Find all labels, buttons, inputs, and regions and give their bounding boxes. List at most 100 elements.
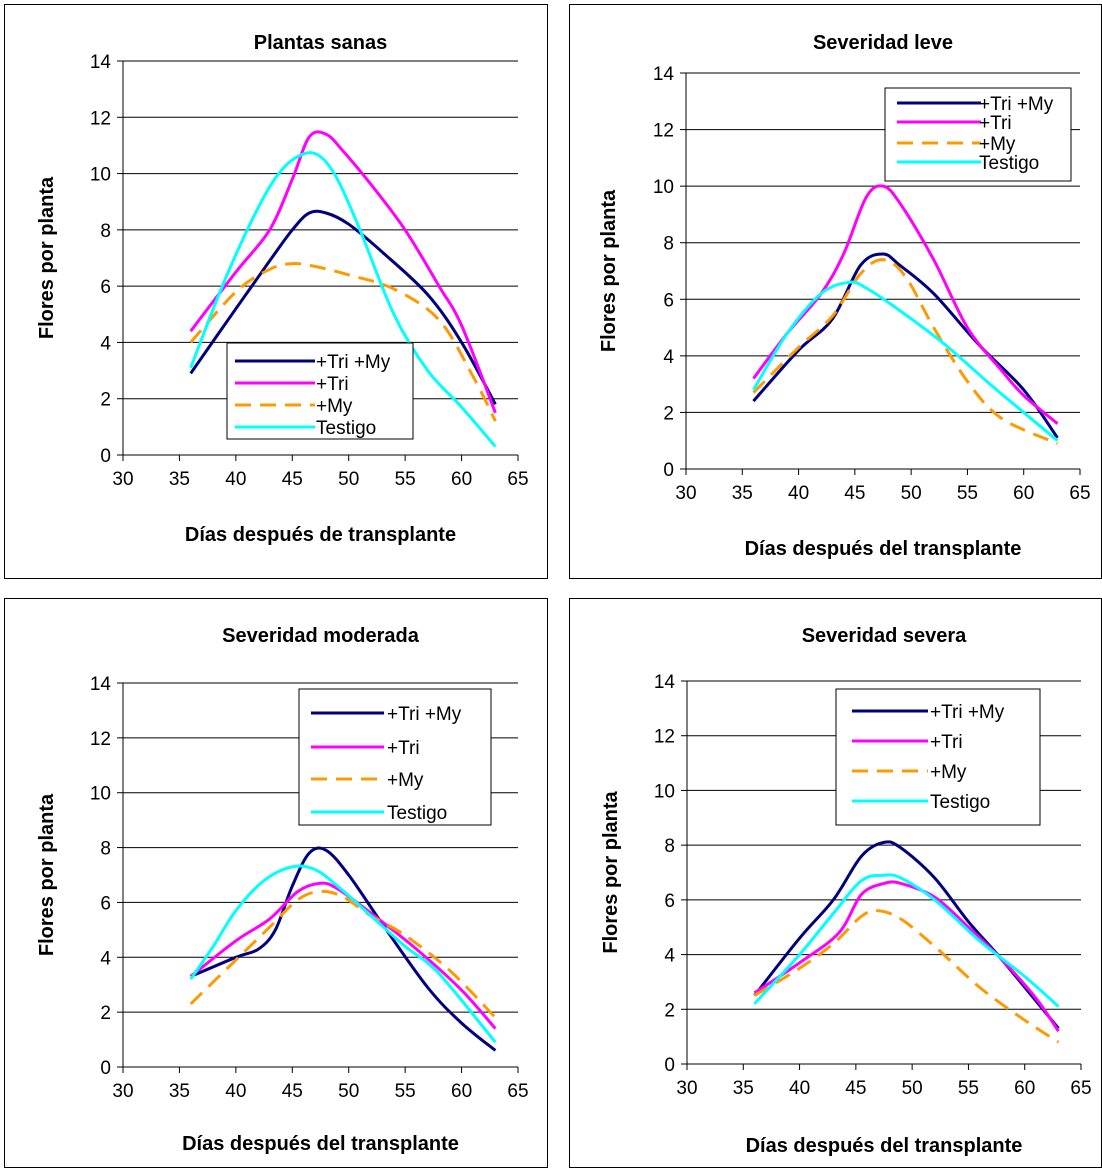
series-line-testigo <box>189 151 497 448</box>
x-tick-label: 30 <box>112 469 133 490</box>
series-line-testigo <box>753 873 1060 1008</box>
y-tick-label: 2 <box>664 1000 675 1021</box>
series-line-my <box>753 909 1060 1044</box>
legend-label-my: +My <box>979 134 1016 155</box>
legend-label-my: +My <box>316 396 353 417</box>
x-tick-label: 60 <box>1013 483 1034 504</box>
chart-panel-severidad-severa: Severidad severa 0 2 4 6 8 10 12 14 30 35 40 45 50 55 6… <box>569 598 1102 1168</box>
legend-label-testigo: Testigo <box>930 792 990 813</box>
x-tick-label: 40 <box>225 469 246 490</box>
x-tick-label: 55 <box>957 483 978 504</box>
x-tick-label: 55 <box>958 1078 979 1099</box>
y-tick-label: 6 <box>664 891 675 912</box>
x-tick-label: 65 <box>1069 483 1090 504</box>
y-tick-label: 10 <box>90 784 111 805</box>
y-tick-label: 4 <box>100 333 111 354</box>
x-tick-label: 50 <box>338 469 359 490</box>
x-tick-label: 40 <box>225 1081 246 1102</box>
y-tick-label: 6 <box>100 277 111 298</box>
series-line-my <box>752 258 1059 445</box>
legend-label-my: +My <box>387 770 424 791</box>
x-tick-label: 45 <box>282 1081 303 1102</box>
y-tick-label: 8 <box>664 836 675 857</box>
chart-panel-severidad-moderada: Severidad moderada 0 2 4 6 8 10 12 14 30 35 40 45 50 5… <box>4 598 548 1168</box>
x-tick-label: 60 <box>451 469 472 490</box>
legend-label-tri-my: +Tri +My <box>979 94 1054 115</box>
y-tick-label: 10 <box>653 177 674 198</box>
legend-label-tri-my: +Tri +My <box>387 704 462 725</box>
chart-title: Severidad leve <box>813 32 953 54</box>
x-tick-label: 30 <box>675 483 696 504</box>
series-line-tri <box>753 880 1060 1033</box>
x-tick-label: 45 <box>844 483 865 504</box>
x-tick-label: 65 <box>507 1081 528 1102</box>
series-line-tri-my <box>752 252 1059 439</box>
x-axis-label: Días después del transplante <box>745 538 1022 560</box>
x-tick-label: 60 <box>1014 1078 1035 1099</box>
x-tick-label: 50 <box>338 1081 359 1102</box>
x-tick-label: 50 <box>901 483 922 504</box>
x-tick-label: 35 <box>169 469 190 490</box>
y-tick-label: 12 <box>90 729 111 750</box>
y-axis-label: Flores por planta <box>36 176 58 339</box>
x-tick-label: 45 <box>845 1078 866 1099</box>
x-tick-label: 35 <box>732 483 753 504</box>
x-tick-label: 55 <box>395 469 416 490</box>
y-tick-label: 0 <box>100 446 111 467</box>
y-axis-label: Flores por planta <box>598 189 620 352</box>
x-tick-label: 45 <box>282 469 303 490</box>
x-tick-label: 35 <box>733 1078 754 1099</box>
y-tick-label: 6 <box>100 893 111 914</box>
legend-label-tri-my: +Tri +My <box>930 702 1005 723</box>
y-tick-label: 14 <box>654 672 676 693</box>
x-tick-label: 40 <box>788 483 809 504</box>
legend-label-tri: +Tri <box>387 738 420 759</box>
y-tick-label: 2 <box>100 1003 111 1024</box>
series-line-tri <box>189 881 497 1030</box>
y-tick-label: 8 <box>100 221 111 242</box>
x-tick-label: 60 <box>451 1081 472 1102</box>
legend-box <box>226 342 414 440</box>
legend-label-testigo: Testigo <box>316 418 376 439</box>
series-line-tri-my <box>190 846 497 1052</box>
y-tick-label: 14 <box>90 674 112 695</box>
x-axis-label: Días después del transplante <box>182 1133 459 1155</box>
chart-title: Plantas sanas <box>254 32 387 54</box>
y-tick-label: 12 <box>653 121 674 142</box>
y-tick-label: 10 <box>90 165 111 186</box>
y-tick-label: 12 <box>90 108 111 129</box>
legend-label-tri: +Tri <box>979 113 1012 134</box>
series-line-tri <box>752 184 1059 425</box>
x-axis-label: Días después del transplante <box>746 1135 1023 1157</box>
series-line-tri-my <box>189 209 497 406</box>
chart-panel-plantas-sanas: Plantas sanas 0 2 4 6 8 10 12 14 30 35 40 45 50 55 60 65… <box>4 4 548 579</box>
series-line-tri-my <box>753 840 1060 1030</box>
chart-svg: Severidad severa 0 2 4 6 8 10 12 14 30 35 40 45 50 55 6… <box>600 625 1092 1157</box>
x-tick-label: 40 <box>789 1078 810 1099</box>
y-tick-label: 4 <box>100 948 111 969</box>
legend-label-tri: +Tri <box>316 374 349 395</box>
y-tick-label: 2 <box>100 390 111 411</box>
x-tick-label: 30 <box>112 1081 133 1102</box>
y-tick-label: 12 <box>654 727 675 748</box>
series-line-testigo <box>189 864 497 1044</box>
y-tick-label: 2 <box>663 403 674 424</box>
series-line-my <box>189 262 497 422</box>
y-tick-label: 6 <box>663 290 674 311</box>
x-tick-label: 55 <box>395 1081 416 1102</box>
legend-label-tri-my: +Tri +My <box>316 352 391 373</box>
series-line-tri <box>189 130 497 414</box>
x-tick-label: 35 <box>169 1081 190 1102</box>
y-tick-label: 0 <box>100 1058 111 1079</box>
chart-svg: Plantas sanas 0 2 4 6 8 10 12 14 30 35 40 45 50 55 60 65… <box>36 32 529 546</box>
y-tick-label: 14 <box>653 64 675 85</box>
x-tick-label: 50 <box>902 1078 923 1099</box>
x-axis-label: Días después de transplante <box>185 524 456 546</box>
y-tick-label: 0 <box>663 460 674 481</box>
y-tick-label: 8 <box>663 234 674 255</box>
chart-panel-severidad-leve: Severidad leve 0 2 4 6 8 10 12 14 30 35 40 45 50 55 60 6… <box>569 4 1102 579</box>
chart-svg: Severidad leve 0 2 4 6 8 10 12 14 30 35 40 45 50 55 60 6… <box>598 32 1091 560</box>
